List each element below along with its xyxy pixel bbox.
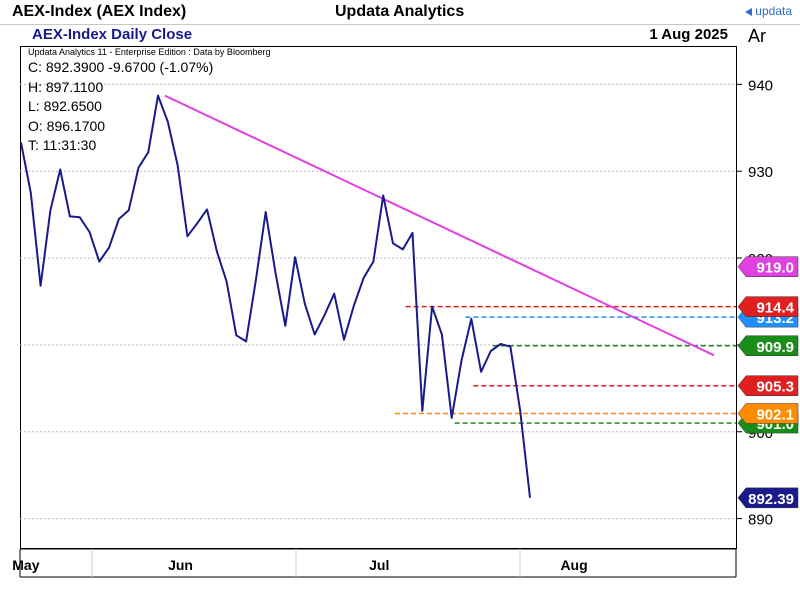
level-label-shape [737, 403, 799, 424]
level-label-text: 902.1 [756, 407, 794, 424]
x-month-label: Jun [168, 557, 193, 573]
trend-label: 919.0 [737, 256, 799, 277]
y-tick-label: 930 [748, 164, 773, 181]
chart-date: 1 Aug 2025 [649, 26, 728, 43]
time-value: T: 11:31:30 [28, 137, 97, 154]
low-value: L: 892.6500 [28, 98, 102, 115]
level-label-shape [737, 375, 799, 396]
last-price-label-text: 892.39 [748, 491, 794, 508]
price-line [20, 94, 531, 498]
x-month-label: Aug [560, 557, 587, 573]
level-label-shape [737, 296, 799, 317]
provider-title: Updata Analytics [335, 3, 465, 20]
last-price-label-shape [737, 487, 799, 509]
y-tick-label: 940 [748, 77, 773, 94]
price-info-panel: Updata Analytics 11 - Enterprise Edition… [28, 46, 270, 156]
axis-unit-label: Ar [748, 26, 766, 46]
last-price-label: 892.39 [737, 487, 799, 509]
updata-logo-icon [745, 7, 753, 16]
high-value: H: 897.1100 [28, 78, 104, 95]
top-bar: AEX-Index (AEX Index) Updata Analytics u… [0, 0, 800, 25]
updata-logo: updata [745, 4, 792, 18]
trend-label-shape [737, 256, 799, 277]
chart-title: AEX-Index Daily Close [32, 26, 193, 43]
instrument-title: AEX-Index (AEX Index) [12, 3, 187, 20]
data-source-text: Updata Analytics 11 - Enterprise Edition… [28, 47, 271, 57]
chart-title-bar: AEX-Index Daily Close 1 Aug 2025 [20, 24, 736, 46]
y-tick-label: 890 [748, 512, 773, 529]
level-label: 909.9 [737, 335, 799, 357]
trend-label-text: 919.0 [756, 260, 794, 277]
level-label-text: 909.9 [756, 339, 794, 356]
trend-line [164, 94, 715, 357]
x-month-label: May [12, 557, 39, 573]
open-value: O: 896.1700 [28, 117, 106, 134]
level-label-text: 914.4 [756, 300, 794, 317]
level-label: 902.1 [737, 403, 799, 424]
level-label: 905.3 [737, 375, 799, 396]
level-label-shape [737, 335, 799, 357]
logo-text: updata [755, 4, 792, 18]
level-label-text: 905.3 [756, 379, 794, 396]
close-value: C: 892.3900 -9.6700 (-1.07%) [28, 59, 214, 75]
x-month-label: Jul [369, 557, 389, 573]
level-label: 914.4 [737, 296, 799, 317]
